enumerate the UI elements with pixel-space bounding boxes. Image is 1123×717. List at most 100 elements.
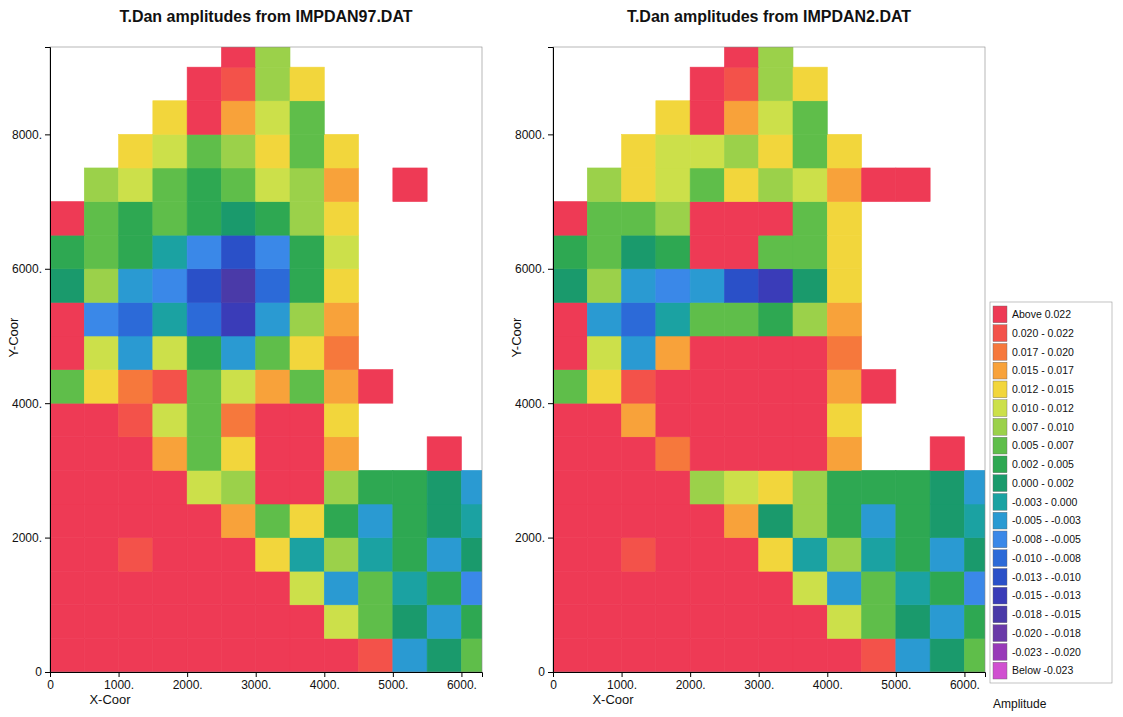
axis-line — [554, 673, 986, 678]
cell — [724, 403, 758, 437]
cell — [461, 571, 482, 605]
cell — [827, 202, 861, 236]
cell — [119, 336, 153, 370]
cell — [587, 302, 621, 336]
cell — [827, 605, 861, 639]
legend-title: Amplitude — [993, 697, 1047, 711]
cell — [656, 605, 690, 639]
cell — [119, 403, 153, 437]
cell — [656, 336, 690, 370]
cell — [690, 101, 724, 135]
cell — [690, 504, 724, 538]
cell — [622, 235, 656, 269]
cell — [793, 638, 827, 672]
tick-label: 4000. — [515, 397, 545, 411]
cell — [84, 638, 118, 672]
cell — [862, 504, 896, 538]
legend-label: -0.018 - -0.015 — [1012, 608, 1081, 620]
cell — [84, 202, 118, 236]
cell — [724, 47, 758, 67]
cell — [793, 605, 827, 639]
cell — [827, 504, 861, 538]
cell — [690, 571, 724, 605]
cell — [930, 638, 964, 672]
cell — [256, 269, 290, 303]
cell — [656, 269, 690, 303]
cell — [759, 403, 793, 437]
cell — [622, 403, 656, 437]
cell — [256, 571, 290, 605]
cell — [759, 370, 793, 404]
cell — [622, 571, 656, 605]
cell — [119, 437, 153, 471]
cell — [221, 638, 255, 672]
cell — [84, 302, 118, 336]
cells — [50, 47, 482, 672]
cell — [153, 571, 187, 605]
cell — [290, 571, 324, 605]
cell — [553, 470, 587, 504]
cell — [656, 437, 690, 471]
cell — [393, 504, 427, 538]
cell — [221, 269, 255, 303]
cell — [896, 538, 930, 572]
tick-mark — [45, 134, 50, 135]
cell — [587, 202, 621, 236]
tick-label: 6000. — [12, 262, 42, 276]
legend-swatch — [993, 306, 1007, 323]
legend-swatch — [993, 437, 1007, 454]
cell — [553, 605, 587, 639]
legend-label: -0.020 - -0.018 — [1012, 627, 1081, 639]
legend-label: Below -0.023 — [1012, 664, 1073, 676]
cell — [221, 47, 255, 67]
cell — [221, 134, 255, 168]
cell — [622, 269, 656, 303]
cell — [622, 605, 656, 639]
cell — [930, 538, 964, 572]
cell — [187, 67, 221, 101]
tick-label: 1000. — [104, 678, 134, 692]
cell — [256, 168, 290, 202]
cell — [724, 269, 758, 303]
cell — [187, 538, 221, 572]
cell — [256, 235, 290, 269]
cell — [793, 101, 827, 135]
legend-swatch — [993, 400, 1007, 417]
cell — [587, 470, 621, 504]
cell — [759, 47, 793, 67]
cell — [290, 168, 324, 202]
cell — [896, 504, 930, 538]
legend-label: 0.012 - 0.015 — [1012, 383, 1074, 395]
cell — [427, 437, 461, 471]
cell — [690, 370, 724, 404]
cell — [656, 504, 690, 538]
cell — [553, 504, 587, 538]
cell — [759, 235, 793, 269]
cell — [324, 538, 358, 572]
tick-mark — [759, 672, 760, 677]
cell — [153, 504, 187, 538]
tick-label: 2000. — [676, 678, 706, 692]
tick-label: 2000. — [12, 531, 42, 545]
cell — [587, 336, 621, 370]
tick: 1000. — [607, 672, 637, 692]
cell — [622, 302, 656, 336]
cell — [84, 470, 118, 504]
cell — [656, 134, 690, 168]
cell — [793, 437, 827, 471]
x-axis: 01000.2000.3000.4000.5000.6000. — [550, 672, 985, 692]
tick-mark — [690, 672, 691, 677]
cell — [324, 269, 358, 303]
cell — [724, 168, 758, 202]
cell — [964, 605, 985, 639]
cell — [119, 269, 153, 303]
cell — [50, 571, 84, 605]
cell — [50, 538, 84, 572]
tick: 0 — [550, 672, 557, 692]
cell — [964, 638, 985, 672]
cell — [153, 202, 187, 236]
legend-label: -0.015 - -0.013 — [1012, 589, 1081, 601]
legend-label: -0.008 - -0.005 — [1012, 533, 1081, 545]
tick-mark — [896, 672, 897, 677]
cell — [690, 168, 724, 202]
